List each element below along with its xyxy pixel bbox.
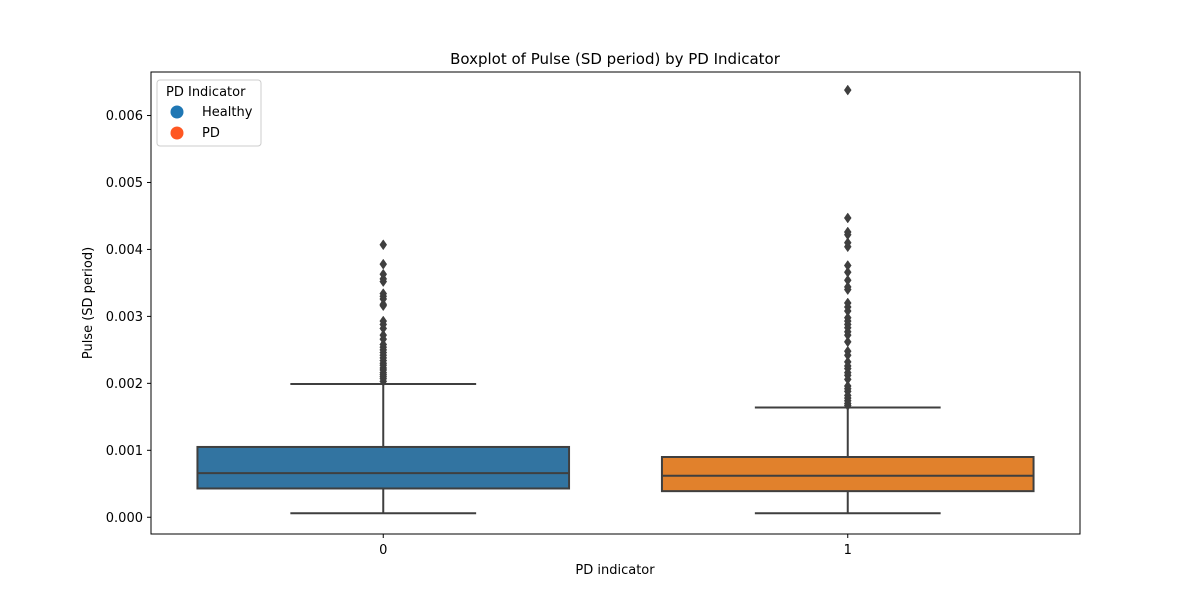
outlier-point [379,315,388,327]
outlier-point [843,84,852,96]
chart-title: Boxplot of Pulse (SD period) by PD Indic… [450,50,781,68]
y-tick-label: 0.002 [106,377,143,392]
outlier-point [843,212,852,224]
outlier-point [379,239,388,251]
axes-frame [150,71,1081,535]
outlier-point [379,268,388,280]
legend-frame [156,79,262,147]
outlier-point [843,312,852,324]
legend-marker-pd [170,126,184,140]
outlier-point [843,356,852,368]
y-tick-label: 0.000 [106,511,143,526]
y-tick-label: 0.004 [106,243,143,258]
outlier-point [843,336,852,348]
outlier-point [843,281,852,293]
legend-label-pd: PD [202,126,220,141]
x-tick-label: 0 [379,543,387,558]
outlier-point [379,329,388,341]
x-tick-label: 1 [844,543,852,558]
outlier-point [843,345,852,357]
outlier-point [843,226,852,238]
outlier-point [843,274,852,286]
legend: PD Indicator Healthy PD [156,79,262,147]
outlier-point [843,266,852,278]
outlier-point [843,297,852,309]
plot-area: 0.000 0.001 0.002 0.003 0.004 0.005 0.006 0 1 [106,71,1081,558]
legend-title: PD Indicator [166,85,246,100]
outlier-point [843,380,852,392]
legend-marker-healthy [170,105,184,119]
y-axis-label: Pulse (SD period) [81,247,96,359]
outlier-point [379,288,388,300]
legend-label-healthy: Healthy [202,105,253,120]
outlier-point [379,258,388,270]
y-tick-label: 0.005 [106,176,143,191]
outlier-point [843,260,852,271]
x-axis-label: PD indicator [575,563,655,578]
y-tick-label: 0.001 [106,444,143,459]
box-1 [660,456,1035,493]
box-0 [196,445,571,490]
y-tick-label: 0.006 [106,109,143,124]
outlier-point [843,237,852,249]
y-tick-label: 0.003 [106,310,143,325]
